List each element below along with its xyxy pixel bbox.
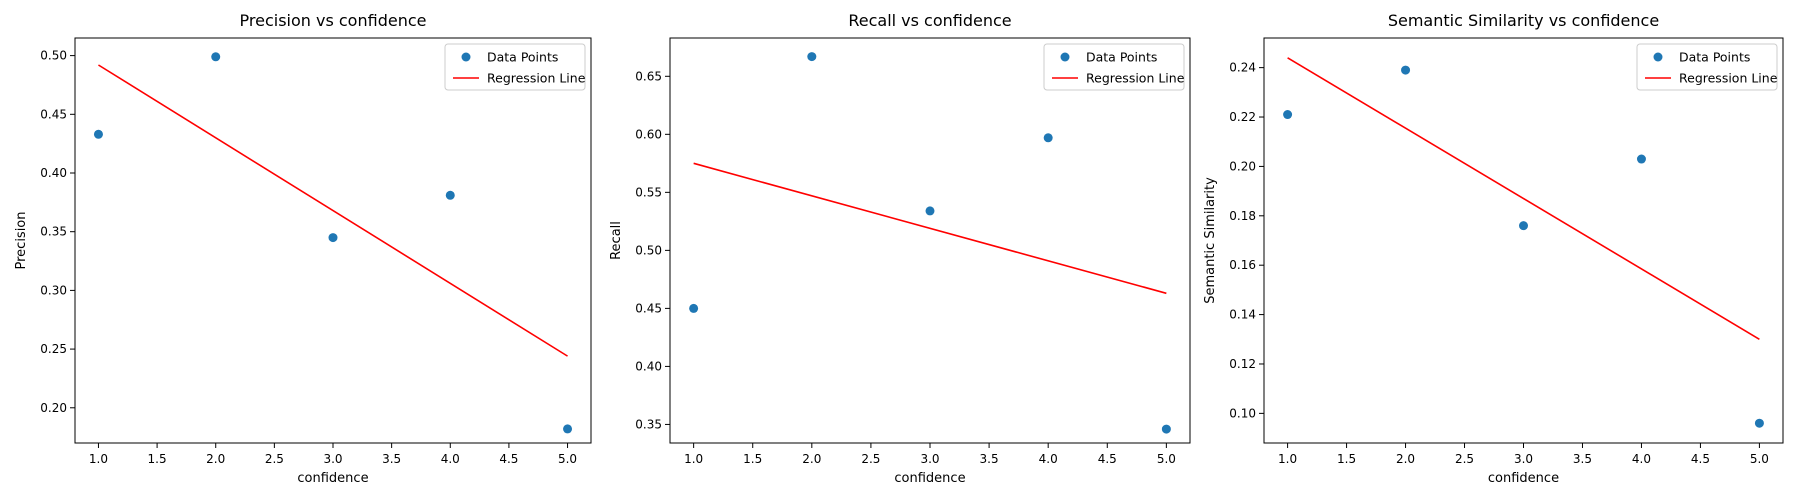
y-axis-label: Precision [14,211,29,269]
x-tick-label: 4.5 [499,452,518,466]
y-tick-label: 0.50 [635,243,662,257]
x-tick-label: 3.0 [920,452,939,466]
x-tick-label: 2.0 [802,452,821,466]
x-tick-label: 3.0 [1514,452,1533,466]
x-tick-label: 5.0 [1750,452,1769,466]
legend-label: Regression Line [1086,71,1185,86]
x-tick-label: 4.5 [1098,452,1117,466]
x-tick-label: 1.5 [1337,452,1356,466]
x-tick-label: 2.0 [1396,452,1415,466]
data-point [807,52,817,62]
y-tick-label: 0.45 [40,107,67,121]
y-axis-label: Semantic Similarity [1203,177,1218,304]
data-point [1636,154,1646,164]
legend-box [444,43,586,91]
x-tick-label: 4.0 [1039,452,1058,466]
x-tick-label: 4.0 [441,452,460,466]
x-axis-label: confidence [297,471,368,486]
legend: Data Points Regression Line [1636,43,1778,91]
x-tick-label: 1.5 [148,452,167,466]
x-tick-label: 2.0 [206,452,225,466]
plot-frame [1263,37,1784,444]
x-tick-label: 5.0 [1157,452,1176,466]
regression-line [693,162,1167,295]
y-tick-label: 0.14 [1229,308,1256,322]
plot-frame [669,37,1191,444]
data-point [689,303,699,313]
legend: Data Points Regression Line [444,43,586,91]
x-tick-label: 4.5 [1691,452,1710,466]
y-tick-label: 0.20 [40,401,67,415]
legend-label: Regression Line [487,71,586,86]
legend-point-swatch [1060,52,1070,62]
x-tick-label: 3.5 [382,452,401,466]
data-point [1519,221,1528,231]
y-tick-label: 0.25 [40,342,67,356]
y-tick-label: 0.50 [40,49,67,63]
data-point [1401,65,1411,75]
legend-label: Data Points [1086,50,1157,65]
x-tick-label: 3.5 [980,452,999,466]
y-tick-label: 0.40 [635,359,662,373]
y-tick-label: 0.30 [40,283,67,297]
x-tick-label: 1.0 [1278,452,1297,466]
legend-box [1636,43,1778,91]
x-tick-label: 1.0 [89,452,108,466]
x-tick-label: 2.5 [861,452,880,466]
legend-label: Regression Line [1679,71,1778,86]
data-point [445,190,455,200]
y-tick-label: 0.16 [1229,258,1256,272]
chart-title: Precision vs confidence [240,11,427,30]
chart-title: Semantic Similarity vs confidence [1388,11,1659,30]
y-tick-label: 0.60 [635,127,662,141]
legend-label: Data Points [1679,50,1750,65]
data-point [1754,418,1764,428]
data-point [563,424,573,434]
data-point [1283,110,1293,120]
x-axis-label: confidence [1488,471,1559,486]
x-tick-label: 1.0 [684,452,703,466]
y-tick-label: 0.40 [40,166,67,180]
y-tick-label: 0.35 [40,225,67,239]
y-axis-label: Recall [609,221,624,260]
y-tick-label: 0.22 [1229,110,1256,124]
data-point [93,129,103,139]
x-tick-label: 5.0 [558,452,577,466]
data-point [1043,133,1053,143]
y-tick-label: 0.12 [1229,357,1256,371]
legend-box [1043,43,1185,91]
x-axis-label: confidence [894,471,965,486]
x-tick-label: 1.5 [743,452,762,466]
data-point [211,52,221,62]
y-tick-label: 0.10 [1229,406,1256,420]
x-tick-label: 2.5 [1455,452,1474,466]
x-tick-label: 4.0 [1632,452,1651,466]
regression-line [1287,57,1760,340]
legend-point-swatch [1653,52,1663,62]
x-tick-label: 3.5 [1573,452,1592,466]
y-tick-label: 0.35 [635,417,662,431]
chart-panel-2: Recall vs confidence 1.0 1.5 2.0 2.5 3.0 3.5 4.… [609,11,1191,486]
legend: Data Points Regression Line [1043,43,1185,91]
y-tick-label: 0.24 [1229,61,1256,75]
regression-line [98,64,568,357]
chart-panel-3: Semantic Similarity vs confidence 1.0 1.5 2… [1203,11,1784,486]
y-tick-label: 0.55 [635,185,662,199]
data-point [925,206,935,216]
x-tick-label: 3.0 [323,452,342,466]
y-tick-label: 0.65 [635,69,662,83]
chart-panel-1: Precision vs confidence 1.0 1.5 2.0 2.5 3.0 3.… [14,11,592,486]
data-point [1161,424,1171,434]
y-tick-label: 0.20 [1229,159,1256,173]
y-tick-label: 0.45 [635,301,662,315]
legend-label: Data Points [487,50,558,65]
y-tick-label: 0.18 [1229,209,1256,223]
legend-point-swatch [461,52,471,62]
data-point [328,233,338,243]
x-tick-label: 2.5 [265,452,284,466]
chart-title: Recall vs confidence [848,11,1011,30]
